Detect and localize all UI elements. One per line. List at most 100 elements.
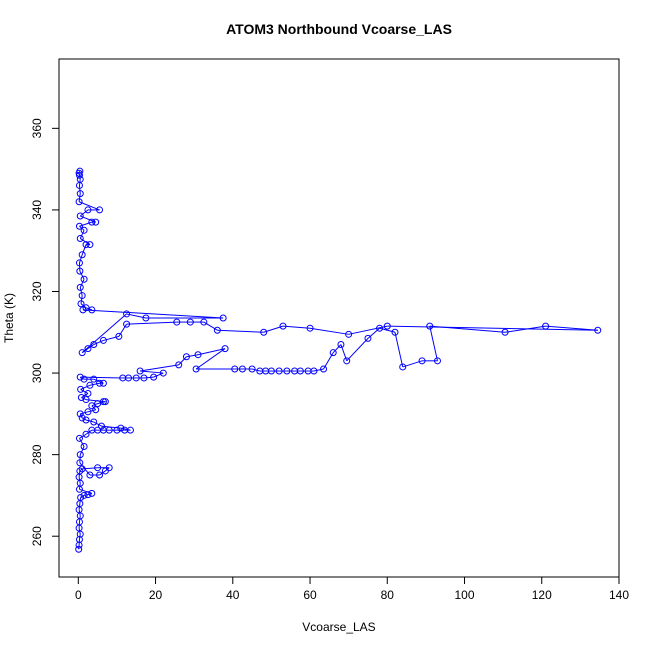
y-tick-label: 300 (30, 363, 44, 383)
data-point (99, 398, 107, 406)
data-point (117, 424, 125, 432)
series-segment (282, 325, 311, 329)
data-point (82, 430, 90, 438)
series-segment (140, 364, 179, 372)
data-point (75, 434, 83, 442)
series-segment (217, 329, 264, 333)
series-segment (80, 376, 123, 379)
data-point (77, 493, 85, 501)
data-point (115, 332, 123, 340)
data-point (132, 374, 140, 382)
data-point (101, 467, 109, 475)
data-point (267, 367, 275, 375)
series-segment (85, 419, 94, 423)
data-point (82, 304, 90, 312)
data-point (86, 241, 94, 249)
series-points (75, 167, 602, 553)
series-segment (387, 325, 598, 331)
data-point (213, 326, 221, 334)
series-segment (394, 332, 404, 368)
series-segment (78, 201, 100, 211)
series-segment (93, 421, 102, 427)
series-segment (332, 344, 342, 354)
data-point (345, 330, 353, 338)
series-segment (80, 384, 91, 390)
data-point (175, 361, 183, 369)
data-point (78, 414, 86, 422)
data-point (78, 292, 86, 300)
data-point (200, 318, 208, 326)
y-axis-label: Theta (K) (2, 293, 16, 343)
series-segment (99, 470, 106, 476)
data-point (76, 467, 84, 475)
data-point (140, 374, 148, 382)
data-point (76, 212, 84, 220)
series-segment (87, 409, 96, 413)
data-point (78, 349, 86, 357)
data-point (126, 426, 134, 434)
series-segment (251, 368, 260, 372)
data-point (77, 300, 85, 308)
series-segment (79, 279, 85, 288)
data-point (96, 206, 104, 214)
x-axis-label: Vcoarse_LAS (302, 620, 375, 634)
series-segment (143, 376, 154, 379)
data-point (383, 322, 391, 330)
series-segment (186, 354, 199, 358)
data-point (82, 416, 90, 424)
data-point (125, 374, 133, 382)
series-segment (203, 321, 218, 331)
data-point (113, 426, 121, 434)
data-point (105, 426, 113, 434)
data-point (260, 328, 268, 336)
data-point (186, 318, 194, 326)
x-axis: 0 20 40 60 80 100 120 140 (75, 576, 629, 602)
data-point (329, 349, 337, 357)
data-point (337, 341, 345, 349)
data-point (194, 351, 202, 359)
data-point (94, 464, 102, 472)
series-segment (79, 221, 92, 227)
data-point (275, 367, 283, 375)
data-point (86, 471, 94, 479)
data-point (343, 357, 351, 365)
series-segment (80, 295, 83, 304)
data-point (501, 328, 509, 336)
series-segment (309, 327, 349, 335)
series-segment (93, 378, 104, 384)
data-point (296, 367, 304, 375)
y-tick-label: 360 (30, 118, 44, 138)
data-point (279, 322, 287, 330)
series-segment (313, 368, 324, 372)
series-segment (195, 348, 226, 370)
data-point (283, 367, 291, 375)
data-point (86, 381, 94, 389)
x-tick-label: 60 (303, 588, 317, 602)
series-segment (153, 372, 164, 378)
series-segment (80, 411, 89, 415)
data-point (90, 375, 98, 383)
data-point (76, 167, 84, 175)
series-segment (367, 327, 380, 339)
series-segment (126, 321, 177, 325)
series-segment (81, 417, 87, 421)
y-tick-label: 340 (30, 200, 44, 220)
data-point (88, 489, 96, 497)
series-segment (79, 209, 89, 217)
data-point (80, 226, 88, 234)
data-point (159, 369, 167, 377)
y-tick-label: 320 (30, 281, 44, 301)
data-point (84, 389, 92, 397)
series-segment (79, 270, 85, 280)
series-segment (545, 325, 598, 331)
data-point (192, 365, 200, 373)
x-tick-label: 120 (532, 588, 552, 602)
data-point (75, 222, 83, 230)
data-point (101, 398, 109, 406)
data-point (75, 535, 83, 543)
data-point (88, 218, 96, 226)
data-point (123, 320, 131, 328)
series-segment (93, 339, 104, 345)
series-segment (118, 323, 128, 337)
